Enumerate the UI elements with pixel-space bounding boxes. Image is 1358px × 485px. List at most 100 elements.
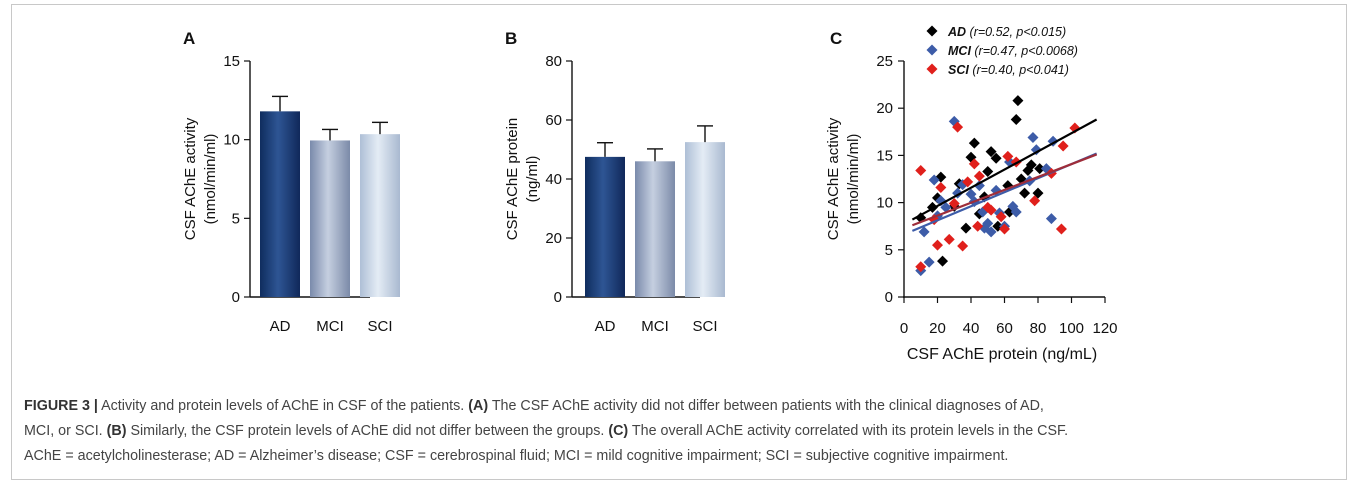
legend-series-name: SCI [948,63,969,77]
panel-label: C [830,29,842,48]
point-sci [968,158,980,170]
y-tick-label: 10 [876,195,893,212]
point-ad [1034,163,1046,175]
y-axis-label: CSF AChE protein [504,118,521,241]
x-tick-label: MCI [316,318,344,335]
point-sci [1029,195,1041,207]
y-tick-label: 15 [876,147,893,164]
point-ad [990,152,1002,164]
caption-line-1: FIGURE 3 | Activity and protein levels o… [24,394,1334,419]
bar-mci [310,140,350,297]
x-tick-label: SCI [367,318,392,335]
panel-label: B [505,29,517,48]
x-tick-label: 60 [996,320,1013,337]
bar-sci [360,134,400,297]
point-ad [1012,95,1024,107]
y-axis-label: CSF AChE activity [825,117,842,240]
y-tick-label: 60 [545,112,562,129]
caption-text-1a: Activity and protein levels of AChE in C… [97,398,469,414]
caption-label-c: (C) [608,423,629,439]
point-sci [999,223,1010,235]
legend-marker-sci [926,63,938,75]
y-tick-label: 15 [223,53,240,70]
point-sci [1057,140,1069,152]
legend-stat: (r=0.52, p<0.015) [966,25,1066,39]
point-ad [1019,187,1031,199]
caption-line-3: AChE = acetylcholinesterase; AD = Alzhei… [24,448,1009,464]
caption-label-a: (A) [468,398,489,414]
point-sci [973,170,985,182]
panel-c: C CSF AChE activity (nmol/min/ml) 0 5 10 15 20 2… [825,25,1118,363]
x-axis-label: CSF AChE protein (ng/mL) [907,346,1097,363]
point-sci [943,233,955,245]
x-tick-label: 100 [1059,320,1084,337]
bar-ad [260,111,300,297]
y-tick-label: 80 [545,53,562,70]
legend-entry-ad: AD (r=0.52, p<0.015) [947,25,1066,39]
y-axis-label: (nmol/min/ml) [202,134,219,225]
panel-label: A [183,29,195,48]
y-tick-label: 0 [885,289,893,306]
figure-caption: FIGURE 3 | Activity and protein levels o… [24,394,1334,469]
point-sci [948,198,960,210]
x-tick-label: 20 [929,320,946,337]
y-tick-label: 0 [554,289,562,306]
fit-line-sci [911,153,1098,227]
caption-text-1b: The CSF AChE activity did not differ bet… [488,398,1044,414]
fit-line-ad [911,118,1098,221]
point-sci [952,121,964,133]
point-mci [1045,213,1057,225]
y-tick-label: 5 [885,242,893,259]
point-sci [962,176,974,188]
y-axis-label: CSF AChE activity [182,117,199,240]
caption-text-2b: Similarly, the CSF protein levels of ACh… [126,423,609,439]
x-tick-label: SCI [692,318,717,335]
legend-stat: (r=0.47, p<0.0068) [971,44,1078,58]
point-mci [923,256,935,268]
point-sci [935,181,947,193]
caption-text-2c: The overall AChE activity correlated wit… [628,423,1069,439]
point-sci [985,204,997,216]
x-tick-label: 0 [900,320,908,337]
x-tick-label: MCI [641,318,669,335]
point-mci [1010,206,1022,218]
x-tick-label: AD [595,318,616,335]
caption-line-2: MCI, or SCI. (B) Similarly, the CSF prot… [24,419,1334,444]
point-sci [1055,223,1067,235]
point-ad [985,146,997,158]
point-ad [968,137,980,149]
legend-entry-sci: SCI (r=0.40, p<0.041) [948,63,1069,77]
y-axis-label: (ng/ml) [524,156,541,203]
x-tick-label: AD [270,318,291,335]
point-ad [982,165,994,177]
y-tick-label: 5 [232,210,240,227]
legend-series-name: MCI [948,44,971,58]
point-mci [1027,131,1039,143]
point-sci [957,240,969,252]
y-tick-label: 40 [545,171,562,188]
figure-label: FIGURE 3 | [24,398,98,414]
y-tick-label: 20 [545,230,562,247]
y-axis-label: (nmol/min/ml) [845,134,862,225]
panel-a: A CSF AChE activity (nmol/min/ml) 0 5 10 15 AD M… [182,29,400,335]
point-ad [1010,114,1022,126]
y-tick-label: 0 [232,289,240,306]
point-mci [985,226,997,238]
point-mci [928,174,940,186]
y-tick-label: 25 [876,53,893,70]
point-ad [1025,159,1037,171]
bar-sci [685,142,725,297]
point-sci [1002,150,1014,162]
point-sci [972,220,984,232]
point-sci [995,211,1007,223]
y-tick-label: 10 [223,132,240,149]
point-mci [1030,144,1042,156]
bar-ad [585,156,625,297]
x-tick-label: 80 [1030,320,1047,337]
x-tick-label: 120 [1092,320,1117,337]
legend-series-name: AD [947,25,966,39]
point-ad [960,222,972,234]
point-sci [915,261,927,273]
panel-b: B CSF AChE protein (ng/ml) 0 20 40 60 80 AD MCI SC… [504,29,725,335]
